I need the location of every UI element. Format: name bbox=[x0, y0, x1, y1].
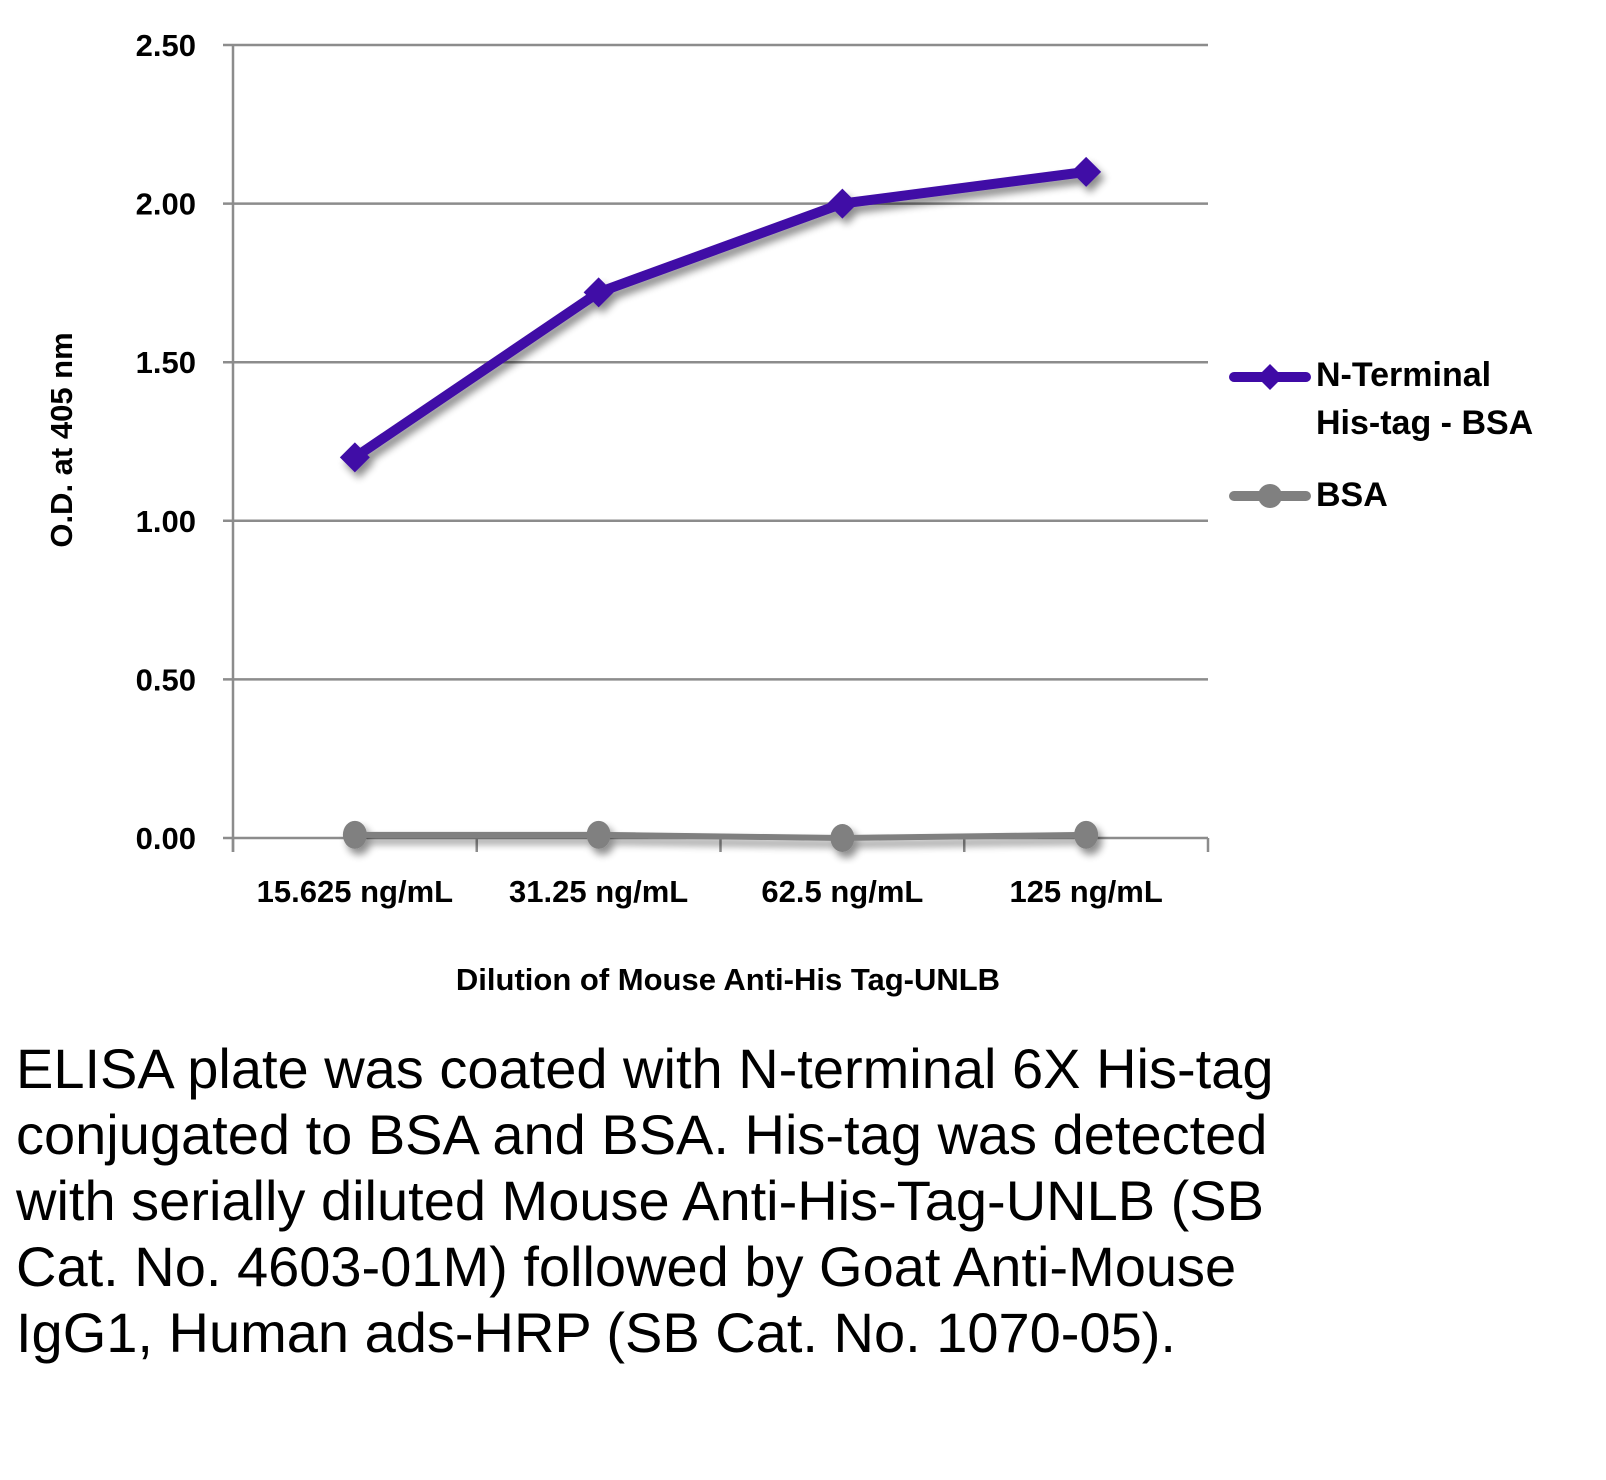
data-point-diamond bbox=[583, 277, 614, 308]
y-tick-label: 2.00 bbox=[136, 187, 196, 222]
series bbox=[339, 156, 1102, 852]
x-axis-title: Dilution of Mouse Anti-His Tag-UNLB bbox=[456, 962, 1000, 997]
y-tick-label: 1.50 bbox=[136, 345, 196, 380]
data-point-circle bbox=[342, 820, 367, 849]
y-tick-label: 0.00 bbox=[136, 821, 196, 856]
axes bbox=[231, 45, 1210, 852]
y-tick-labels: 0.00 0.50 1.00 1.50 2.00 2.50 bbox=[136, 28, 196, 856]
x-tick-label: 125 ng/mL bbox=[1009, 874, 1162, 909]
x-tick-label: 15.625 ng/mL bbox=[257, 874, 453, 909]
series-bsa bbox=[342, 820, 1099, 852]
y-tick-label: 2.50 bbox=[136, 28, 196, 63]
legend-label: BSA bbox=[1316, 476, 1388, 514]
y-tick-label: 1.00 bbox=[136, 504, 196, 539]
y-axis-title: O.D. at 405 nm bbox=[44, 332, 79, 547]
legend-label: N-Terminal bbox=[1316, 356, 1491, 394]
data-point-diamond bbox=[339, 442, 370, 473]
legend-label: His-tag - BSA bbox=[1316, 404, 1533, 442]
y-tick-label: 0.50 bbox=[136, 662, 196, 697]
data-point-circle bbox=[830, 824, 855, 852]
legend-marker-circle bbox=[1258, 484, 1282, 508]
x-tick-label: 62.5 ng/mL bbox=[761, 874, 923, 909]
series-line bbox=[351, 831, 1090, 841]
series-n-terminal-his-tag-bsa bbox=[339, 156, 1102, 473]
legend: N-Terminal His-tag - BSA BSA bbox=[1229, 356, 1533, 514]
data-point-diamond bbox=[1071, 156, 1102, 187]
data-point-circle bbox=[586, 820, 611, 849]
data-point-circle bbox=[1074, 820, 1099, 849]
legend-marker-diamond bbox=[1257, 364, 1283, 390]
x-tick-label: 31.25 ng/mL bbox=[509, 874, 688, 909]
legend-item-bsa: BSA bbox=[1229, 476, 1388, 514]
x-tick-labels: 15.625 ng/mL 31.25 ng/mL 62.5 ng/mL 125 ng/… bbox=[257, 874, 1163, 909]
elisa-line-chart: 0.00 0.50 1.00 1.50 2.00 2.50 15.625 ng/mL 31.… bbox=[44, 28, 1533, 997]
data-point-diamond bbox=[827, 188, 858, 219]
legend-item-n-terminal-his-tag-bsa: N-Terminal His-tag - BSA bbox=[1229, 356, 1533, 442]
series-line bbox=[349, 166, 1092, 463]
figure-caption: ELISA plate was coated with N-terminal 6… bbox=[16, 1037, 1274, 1364]
